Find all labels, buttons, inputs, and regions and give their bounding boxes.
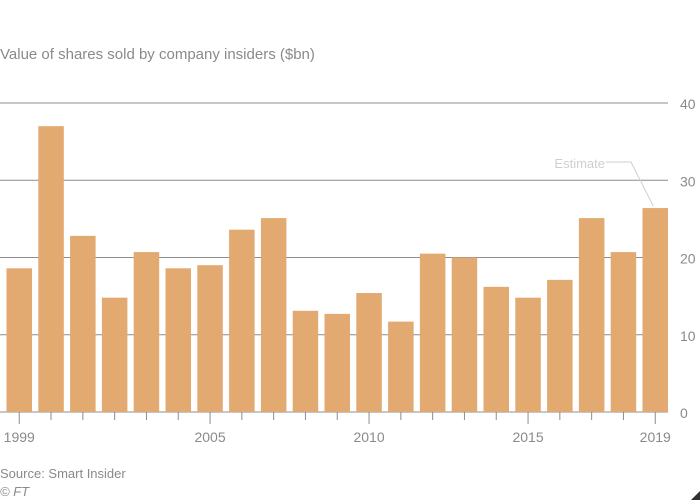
y-tick-label: 30 (680, 173, 696, 189)
x-tick-label: 2019 (640, 429, 671, 445)
bar-2010 (356, 293, 382, 412)
bar-2018 (610, 252, 637, 412)
x-tick-label: 1999 (4, 429, 35, 445)
bar-2013 (451, 257, 478, 412)
bar-2011 (388, 321, 414, 412)
y-tick-label: 20 (680, 251, 696, 267)
bar-2000 (38, 126, 64, 413)
bar-2006 (229, 229, 255, 412)
bar-2015 (515, 297, 541, 412)
bar-2008 (292, 310, 319, 412)
bar-2004 (165, 268, 191, 412)
bar-2007 (260, 218, 287, 412)
bar-2005 (197, 265, 223, 412)
copyright-credit: © FT (0, 484, 30, 499)
bar-2017 (578, 218, 605, 412)
corner-mark (691, 491, 700, 500)
y-axis: 0 10 20 30 40 (680, 96, 696, 421)
bar-chart: 1999 2005 2010 2015 2019 0 10 20 30 40 Estimate (0, 96, 696, 445)
estimate-annotation: Estimate (554, 156, 654, 207)
x-axis: 1999 2005 2010 2015 2019 (4, 412, 671, 445)
estimate-leader-line (606, 161, 654, 207)
x-tick-label: 2010 (353, 429, 384, 445)
bar-1999 (6, 268, 32, 412)
x-tick-label: 2005 (194, 429, 225, 445)
bar-2014 (483, 286, 509, 412)
bar-2012 (419, 253, 446, 412)
bar-2001 (70, 235, 96, 412)
y-tick-label: 40 (680, 96, 696, 112)
bars (6, 126, 668, 413)
bar-2002 (101, 297, 128, 412)
estimate-label: Estimate (554, 156, 605, 171)
bar-2019 (642, 208, 668, 412)
y-tick-label: 10 (680, 328, 696, 344)
source-note: Source: Smart Insider (0, 466, 126, 481)
chart-title: Value of shares sold by company insiders… (0, 46, 315, 63)
bar-2016 (547, 279, 573, 412)
x-tick-label: 2015 (512, 429, 543, 445)
bar-2003 (133, 252, 160, 412)
y-tick-label: 0 (680, 405, 688, 421)
bar-2009 (324, 313, 350, 412)
